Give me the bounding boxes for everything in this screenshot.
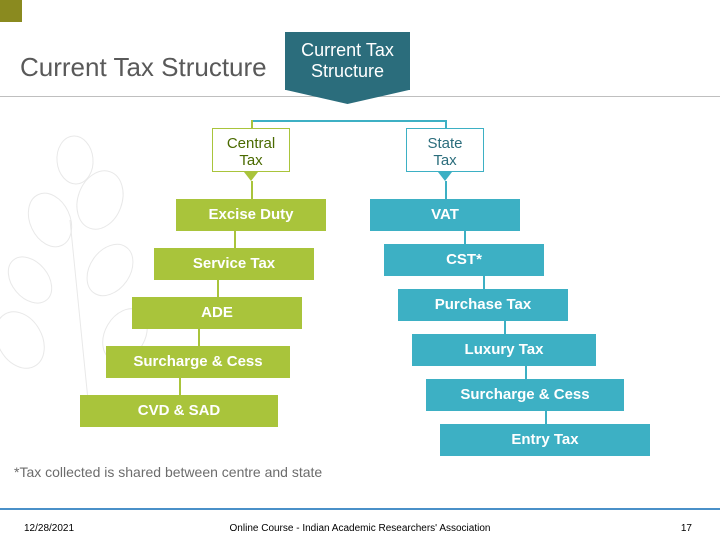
leaf-cvd-sad: CVD & SAD	[80, 395, 278, 427]
leaf-connector	[445, 181, 447, 199]
footer-page: 17	[681, 523, 692, 534]
branch-left-chevron-icon	[244, 172, 258, 181]
branch-state-tax: State Tax	[406, 128, 484, 172]
leaf-surcharge-cess: Surcharge & Cess	[426, 379, 624, 411]
connector-horizontal	[251, 120, 445, 122]
root-chevron-icon	[285, 82, 410, 104]
leaf-entry-tax: Entry Tax	[440, 424, 650, 456]
leaf-connector	[504, 321, 506, 334]
slide: Current Tax Structure Current Tax Struct…	[0, 0, 720, 540]
branch-right-line1: State	[415, 135, 475, 152]
branch-left-line2: Tax	[221, 152, 281, 169]
branch-left-line1: Central	[221, 135, 281, 152]
leaf-connector	[483, 276, 485, 289]
footnote: *Tax collected is shared between centre …	[14, 464, 322, 480]
leaf-service-tax: Service Tax	[154, 248, 314, 280]
leaf-ade: ADE	[132, 297, 302, 329]
leaf-connector	[198, 329, 200, 346]
branch-central-tax: Central Tax	[212, 128, 290, 172]
footer-center: Online Course - Indian Academic Research…	[0, 523, 720, 534]
accent-line	[0, 508, 720, 510]
leaf-excise-duty: Excise Duty	[176, 199, 326, 231]
leaf-surcharge-cess: Surcharge & Cess	[106, 346, 290, 378]
leaf-connector	[179, 378, 181, 395]
leaf-vat: VAT	[370, 199, 520, 231]
root-line2: Structure	[295, 61, 400, 82]
connector-right-drop	[445, 120, 447, 128]
leaf-purchase-tax: Purchase Tax	[398, 289, 568, 321]
root-line1: Current Tax	[295, 40, 400, 61]
leaf-luxury-tax: Luxury Tax	[412, 334, 596, 366]
leaf-connector	[217, 280, 219, 297]
leaf-connector	[251, 181, 253, 199]
leaf-connector	[464, 231, 466, 244]
leaf-connector	[234, 231, 236, 248]
leaf-connector	[545, 411, 547, 424]
leaf-cst-: CST*	[384, 244, 544, 276]
leaf-connector	[525, 366, 527, 379]
corner-accent	[0, 0, 22, 22]
branch-right-line2: Tax	[415, 152, 475, 169]
branch-right-chevron-icon	[438, 172, 452, 181]
connector-left-drop	[251, 120, 253, 128]
page-title: Current Tax Structure	[20, 52, 267, 83]
